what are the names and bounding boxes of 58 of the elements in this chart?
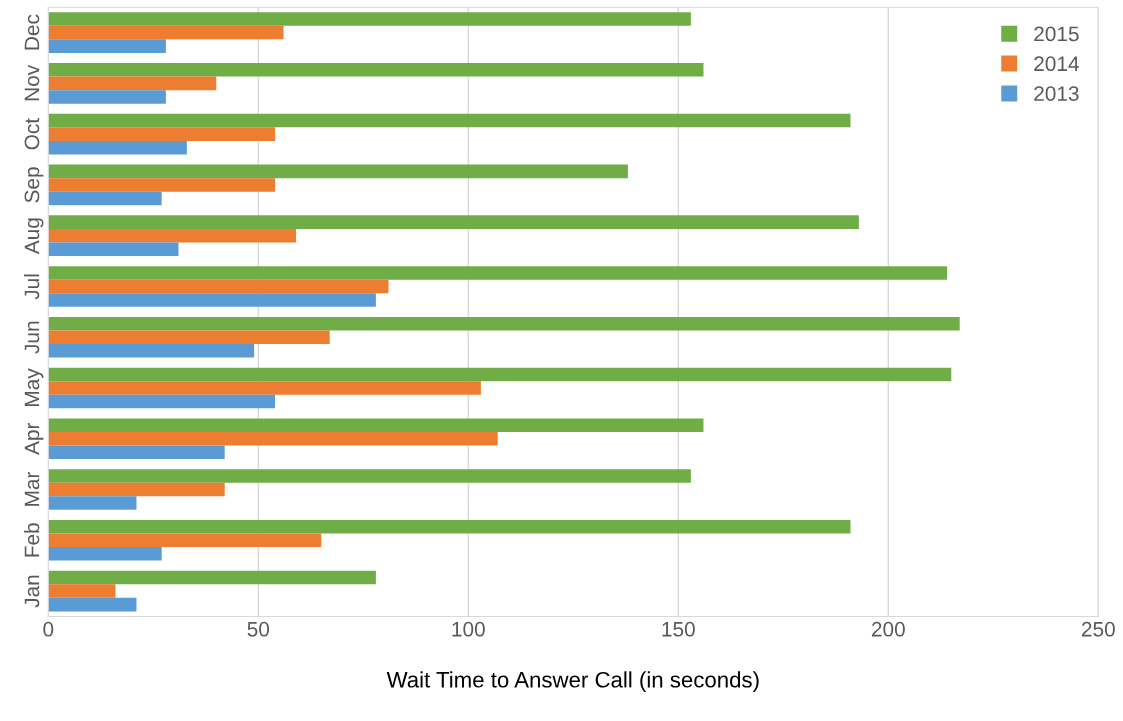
- legend-label: 2013: [1034, 86, 1079, 101]
- legend-label: 2015: [1034, 26, 1079, 42]
- bar: [48, 533, 322, 548]
- bar: [48, 469, 691, 483]
- y-tick-label: Mar: [24, 471, 40, 506]
- bar: [48, 12, 691, 26]
- bar: [48, 482, 225, 497]
- y-tick-label: Jun: [24, 321, 40, 354]
- y-tick-label: Jan: [24, 575, 40, 608]
- bar: [48, 215, 859, 229]
- bar: [48, 445, 225, 460]
- bar: [48, 164, 628, 179]
- y-tick-label: Aug: [24, 218, 44, 255]
- bar: [48, 127, 276, 141]
- bar: [48, 39, 166, 53]
- bar: [48, 519, 851, 534]
- bar: [48, 279, 389, 294]
- y-tick-label: Oct: [24, 118, 40, 150]
- bar: [48, 25, 284, 40]
- x-tick-label: 0: [43, 621, 54, 637]
- y-tick-label: Apr: [24, 422, 44, 455]
- legend-label: 2014: [1034, 56, 1079, 72]
- bar: [48, 76, 217, 91]
- bar: [48, 140, 187, 155]
- y-tick-label: Dec: [24, 14, 40, 50]
- y-tick-label: May: [24, 368, 44, 406]
- bar: [48, 570, 376, 585]
- y-tick-label: Nov: [24, 64, 40, 101]
- bar: [48, 113, 851, 128]
- bar: [48, 90, 166, 104]
- y-tick-label: Jul: [24, 274, 40, 300]
- x-tick-label: 50: [247, 621, 270, 637]
- bar: [48, 394, 276, 409]
- x-tick-label: 250: [1081, 621, 1115, 637]
- x-tick-label: 100: [452, 621, 485, 637]
- bar: [48, 242, 179, 256]
- bar: [48, 418, 704, 432]
- bar: [48, 293, 376, 307]
- bar: [48, 330, 330, 344]
- bar: [48, 178, 276, 192]
- x-axis-title: Wait Time to Answer Call (in seconds): [386, 671, 759, 692]
- bar: [48, 381, 481, 395]
- x-tick-label: 200: [871, 621, 905, 637]
- bar: [48, 547, 162, 561]
- bar: [48, 316, 960, 331]
- y-tick-label: Sep: [24, 167, 44, 203]
- bar: [48, 191, 162, 206]
- bar: [48, 431, 498, 446]
- bar: [48, 63, 704, 77]
- bar: [48, 266, 948, 280]
- bar: [48, 367, 952, 382]
- y-tick-label: Feb: [24, 523, 40, 557]
- bar: [48, 597, 137, 612]
- bar: [48, 343, 255, 358]
- bar: [48, 228, 297, 243]
- bar: [48, 496, 137, 510]
- bar: [48, 584, 116, 598]
- x-tick-label: 150: [662, 621, 695, 637]
